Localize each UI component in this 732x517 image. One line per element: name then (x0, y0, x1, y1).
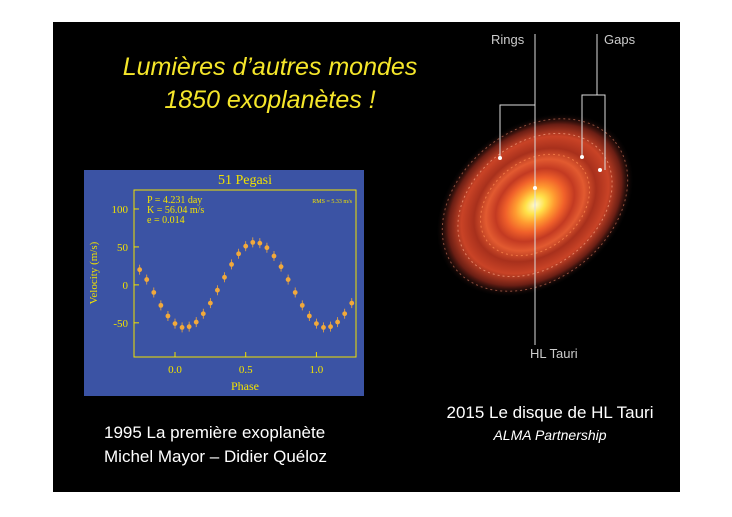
caption: ALMA Partnership (492, 427, 606, 443)
disk-label: HL Tauri (530, 346, 578, 361)
data-point (271, 253, 277, 259)
x-axis-label: Phase (231, 379, 259, 393)
data-point (342, 311, 348, 317)
y-tick-label: 100 (112, 204, 129, 216)
data-point (165, 313, 171, 319)
data-point (236, 251, 242, 257)
y-tick-label: 0 (123, 280, 129, 292)
data-point (179, 324, 185, 330)
caption: 2015 Le disque de HL Tauri (447, 403, 654, 422)
data-point (314, 321, 319, 326)
data-point (172, 321, 178, 326)
data-point (257, 240, 263, 246)
disk-label: Rings (491, 32, 525, 47)
slide-title: 1850 exoplanètes ! (164, 86, 375, 114)
data-point (158, 302, 164, 308)
slide-title: Lumières d’autres mondes (123, 53, 418, 81)
caption: Michel Mayor – Didier Quéloz (104, 447, 327, 466)
data-point (264, 245, 270, 251)
data-point (285, 277, 291, 282)
annotation: RMS = 5.33 m/s (312, 199, 352, 205)
data-point (200, 311, 206, 317)
plot-frame (133, 189, 357, 358)
data-point (186, 324, 192, 330)
data-point (243, 243, 249, 249)
annotation: e = 0.014 (147, 215, 185, 226)
data-point (222, 274, 227, 280)
disk-label: Gaps (604, 32, 636, 47)
data-point (321, 324, 326, 330)
caption: 1995 La première exoplanète (104, 423, 325, 442)
annotation: K = 56.04 m/s (147, 205, 204, 216)
plot: 51 Pegasi Phase Velocity (m/s) P = 4.231… (88, 173, 357, 393)
y-tick-label: 50 (117, 242, 129, 254)
data-point (299, 302, 305, 308)
y-axis-label: Velocity (m/s) (88, 241, 100, 304)
data-point (278, 264, 284, 270)
data-point (229, 261, 234, 267)
data-point (250, 239, 256, 245)
x-tick-label: 1.0 (310, 364, 324, 376)
data-point (207, 300, 213, 306)
plot-title: 51 Pegasi (218, 173, 272, 188)
x-tick-label: 0.5 (239, 364, 253, 376)
data-point (151, 290, 157, 295)
disk-image (436, 34, 634, 345)
data-point (137, 267, 143, 273)
annotation: P = 4.231 day (147, 195, 202, 206)
data-point (144, 277, 150, 282)
data-point (292, 290, 298, 295)
plot-background (84, 170, 364, 396)
x-tick-label: 0.0 (168, 364, 182, 376)
data-point (335, 319, 341, 325)
data-point (193, 319, 199, 325)
data-point (328, 324, 333, 330)
data-point (215, 287, 220, 293)
y-tick-label: -50 (113, 318, 128, 330)
data-point (306, 313, 312, 319)
data-point (349, 300, 355, 306)
